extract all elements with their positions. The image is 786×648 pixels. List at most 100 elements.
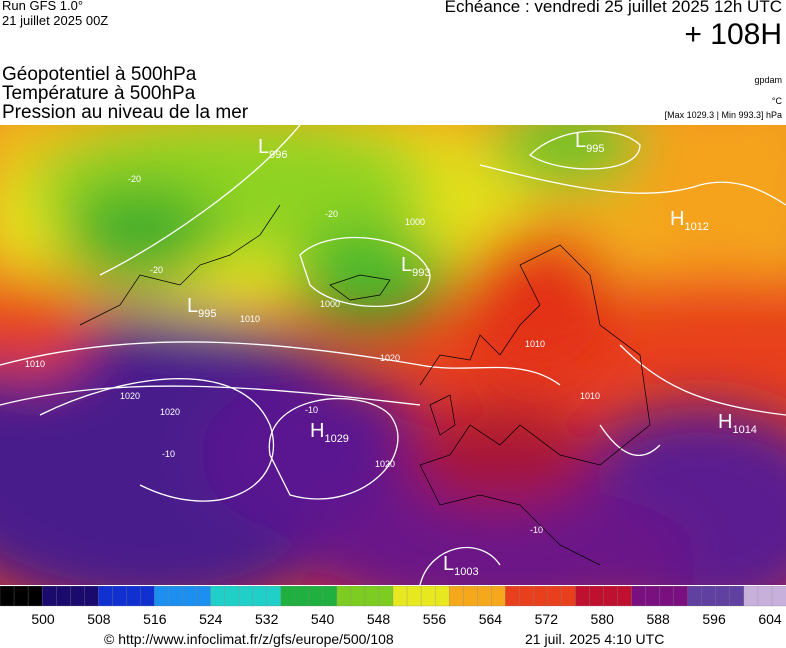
center-value: 1029 — [324, 433, 348, 445]
colorbar-label: 580 — [591, 611, 615, 627]
colorbar-swatch — [448, 586, 464, 607]
colorbar-swatch — [659, 586, 675, 607]
colorbar-swatch — [252, 586, 268, 607]
colorbar-swatch — [140, 586, 155, 607]
center-letter: L — [575, 130, 586, 152]
center-letter: H — [670, 208, 684, 230]
legend-line: Pression au niveau de la mer — [2, 102, 249, 123]
colorbar-swatch — [154, 586, 169, 607]
valid-time: Echéance : vendredi 25 juillet 2025 12h … — [444, 0, 782, 16]
center-letter: H — [310, 420, 324, 442]
contour-label: -20 — [325, 209, 338, 219]
contour-label: -10 — [305, 405, 318, 415]
colorbar-swatch — [196, 586, 211, 607]
colorbar-swatch — [392, 586, 408, 607]
colorbar-swatch — [168, 586, 183, 607]
center-letter: L — [401, 254, 412, 276]
colorbar-swatch — [533, 586, 548, 607]
pressure-center: L995 — [575, 130, 604, 155]
colorbar-swatch — [294, 586, 310, 607]
colorbar-swatch — [182, 586, 197, 607]
colorbar-swatch — [350, 586, 366, 607]
center-value: 1003 — [454, 566, 478, 578]
colorbar-swatch — [715, 586, 731, 607]
contour-label: 1010 — [240, 314, 260, 324]
contour-label: -20 — [128, 174, 141, 184]
center-value: 996 — [269, 149, 287, 161]
colorbar: 500 508 516 524 532 540 548 556 564 572 580 588 596 6… — [0, 586, 786, 647]
pressure-center: H1014 — [718, 411, 757, 436]
colorbar-swatch — [13, 586, 29, 607]
contour-label: 1000 — [320, 299, 340, 309]
pressure-center: L1003 — [443, 553, 479, 578]
colorbar-label: 604 — [758, 611, 782, 627]
colorbar-swatch — [27, 586, 43, 607]
colorbar-swatch — [687, 586, 703, 607]
colorbar-label: 572 — [535, 611, 559, 627]
colorbar-swatch — [126, 586, 141, 607]
colorbar-label: 500 — [31, 611, 55, 627]
contour-label: -10 — [530, 525, 543, 535]
colorbar-label: 524 — [199, 611, 223, 627]
colorbar-label: 564 — [479, 611, 503, 627]
colorbar-swatch — [589, 586, 604, 607]
pressure-center: L996 — [258, 136, 287, 161]
colorbar-swatch — [336, 586, 352, 607]
colorbar-swatch — [463, 586, 478, 607]
colorbar-swatch — [238, 586, 254, 607]
colorbar-swatch — [0, 586, 15, 607]
colorbar-swatch — [84, 586, 99, 607]
center-letter: H — [718, 411, 732, 433]
colorbar-swatch — [575, 586, 590, 607]
pressure-center: H1012 — [670, 208, 709, 233]
contour-label: 1010 — [25, 359, 45, 369]
footer-source: © http://www.infoclimat.fr/z/gfs/europe/… — [104, 631, 394, 647]
colorbar-swatch — [617, 586, 633, 607]
center-value: 1012 — [684, 221, 708, 233]
center-value: 993 — [412, 267, 430, 279]
colorbar-swatch — [434, 586, 450, 607]
center-letter: L — [258, 136, 269, 158]
colorbar-swatch — [603, 586, 619, 607]
colorbar-swatch — [112, 586, 127, 607]
colorbar-swatch — [673, 586, 689, 607]
colorbar-swatch — [743, 586, 759, 607]
colorbar-label: 508 — [87, 611, 111, 627]
center-letter: L — [187, 295, 198, 317]
colorbar-swatch — [322, 586, 338, 607]
colorbar-swatch — [561, 586, 576, 607]
colorbar-swatch — [224, 586, 240, 607]
pressure-center: L993 — [401, 254, 430, 279]
colorbar-swatch — [210, 586, 226, 607]
colorbar-swatch — [645, 586, 661, 607]
colorbar-swatch — [757, 586, 773, 607]
temp-unit: °C — [771, 96, 782, 106]
colorbar-swatch — [55, 586, 71, 607]
center-letter: L — [443, 553, 454, 575]
colorbar-swatch — [308, 586, 324, 607]
contour-label: 1010 — [580, 391, 600, 401]
colorbar-swatch — [266, 586, 282, 607]
center-value: 1014 — [732, 424, 756, 436]
colorbar-swatch — [701, 586, 717, 607]
colorbar-swatch — [420, 586, 436, 607]
run-date: 21 juillet 2025 00Z — [2, 13, 109, 28]
colorbar-swatch — [41, 586, 57, 607]
contour-label: 1000 — [405, 217, 425, 227]
colorbar-swatch — [378, 586, 394, 607]
map: L996L995L993L995H1012H1029H1014L10031000… — [0, 125, 786, 585]
pressure-center: L995 — [187, 295, 216, 320]
center-value: 995 — [586, 143, 604, 155]
center-value: 995 — [198, 308, 216, 320]
run: Run GFS 1.0° — [2, 0, 84, 13]
contour-label: 1020 — [120, 391, 140, 401]
contour-label: 1010 — [525, 339, 545, 349]
contour-label: -20 — [150, 265, 163, 275]
colorbar-swatch — [364, 586, 380, 607]
lead-time: + 108H — [684, 18, 782, 51]
contour-label: 1020 — [380, 353, 400, 363]
colorbar-label: 596 — [702, 611, 726, 627]
contour-label: 1020 — [160, 407, 180, 417]
pressure-center: H1029 — [310, 420, 349, 445]
